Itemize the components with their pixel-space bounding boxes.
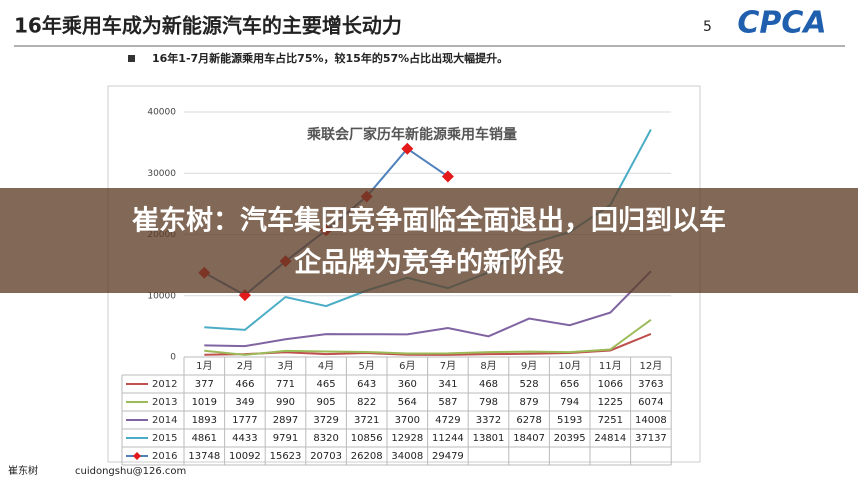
table-value: 6278 <box>516 415 541 426</box>
table-value: 3700 <box>395 415 420 426</box>
table-value: 377 <box>195 379 214 390</box>
table-value: 468 <box>479 379 498 390</box>
table-value: 905 <box>317 397 336 408</box>
x-tick-label: 8月 <box>480 360 496 372</box>
banner-text: 崔东树：汽车集团竞争面临全面退出，回归到以车 <box>132 205 726 237</box>
logo: CPCA <box>737 6 826 41</box>
x-tick-label: 10月 <box>558 360 581 372</box>
table-value: 341 <box>438 379 457 390</box>
table-value: 10092 <box>229 451 261 462</box>
x-tick-label: 2月 <box>237 360 253 372</box>
series-marker <box>401 142 414 155</box>
series-line <box>204 318 652 356</box>
table-value: 13748 <box>188 451 220 462</box>
table-value: 15623 <box>270 451 302 462</box>
legend-label: 2015 <box>152 433 177 444</box>
legend-label: 2012 <box>152 379 177 390</box>
table-value: 34008 <box>391 451 423 462</box>
bullet-square <box>128 55 135 62</box>
table-value: 37137 <box>635 433 667 444</box>
table-value: 11244 <box>432 433 464 444</box>
series-line <box>204 270 652 348</box>
table-value: 360 <box>398 379 417 390</box>
table-value: 990 <box>276 397 295 408</box>
page-number: 5 <box>703 19 712 35</box>
table-value: 6074 <box>638 397 663 408</box>
table-value: 465 <box>317 379 336 390</box>
table-value: 564 <box>398 397 417 408</box>
table-value: 1225 <box>598 397 623 408</box>
table-value: 528 <box>520 379 539 390</box>
table-value: 24814 <box>594 433 626 444</box>
table-value: 4729 <box>435 415 460 426</box>
table-value: 3721 <box>354 415 379 426</box>
table-value: 771 <box>276 379 295 390</box>
table-value: 14008 <box>635 415 667 426</box>
legend-label: 2016 <box>152 451 177 462</box>
x-tick-label: 7月 <box>440 360 456 372</box>
slide-title: 16年乘用车成为新能源汽车的主要增长动力 <box>14 14 402 38</box>
footer-author: 崔东树 <box>8 464 38 477</box>
banner-text: 企品牌为竞争的新阶段 <box>294 247 564 279</box>
x-tick-label: 11月 <box>599 360 622 372</box>
table-value: 20703 <box>310 451 342 462</box>
table-value: 822 <box>357 397 376 408</box>
table-value: 1066 <box>598 379 623 390</box>
banner <box>0 188 858 293</box>
table-value: 26208 <box>351 451 383 462</box>
table-value: 4433 <box>232 433 257 444</box>
legend-label: 2014 <box>152 415 177 426</box>
series-marker <box>441 170 454 183</box>
table-value: 29479 <box>432 451 464 462</box>
x-tick-label: 6月 <box>399 360 415 372</box>
table-value: 3729 <box>313 415 338 426</box>
x-tick-label: 3月 <box>277 360 293 372</box>
table-value: 587 <box>438 397 457 408</box>
table-value: 20395 <box>554 433 586 444</box>
table-value: 5193 <box>557 415 582 426</box>
x-tick-label: 12月 <box>640 360 663 372</box>
y-tick-label: 30000 <box>147 169 176 179</box>
table-value: 656 <box>560 379 579 390</box>
table-value: 349 <box>235 397 254 408</box>
table-value: 794 <box>560 397 579 408</box>
y-tick-label: 40000 <box>147 108 176 118</box>
table-value: 1777 <box>232 415 257 426</box>
table-value: 466 <box>235 379 254 390</box>
table-value: 3763 <box>638 379 663 390</box>
table-value: 18407 <box>513 433 545 444</box>
table-value: 3372 <box>476 415 501 426</box>
table-value: 9791 <box>273 433 298 444</box>
table-value: 643 <box>357 379 376 390</box>
footer-email: cuidongshu@126.com <box>75 466 186 477</box>
x-tick-label: 1月 <box>196 360 212 372</box>
table-value: 798 <box>479 397 498 408</box>
x-tick-label: 9月 <box>521 360 537 372</box>
bullet-text: 16年1-7月新能源乘用车占比75%，较15年的57%占比出现大幅提升。 <box>152 51 508 65</box>
table-value: 7251 <box>598 415 623 426</box>
table-value: 10856 <box>351 433 383 444</box>
legend-marker <box>133 452 141 460</box>
x-tick-label: 5月 <box>359 360 375 372</box>
y-tick-label: 0 <box>170 353 176 363</box>
table-value: 1893 <box>192 415 217 426</box>
table-value: 12928 <box>391 433 423 444</box>
table-value: 13801 <box>473 433 505 444</box>
table-value: 879 <box>520 397 539 408</box>
table-value: 1019 <box>192 397 217 408</box>
table-value: 2897 <box>273 415 298 426</box>
chart-title: 乘联会厂家历年新能源乘用车销量 <box>306 126 517 143</box>
y-tick-label: 10000 <box>147 291 176 301</box>
legend-label: 2013 <box>152 397 177 408</box>
table-value: 4861 <box>192 433 217 444</box>
table-value: 8320 <box>313 433 338 444</box>
x-tick-label: 4月 <box>318 360 334 372</box>
